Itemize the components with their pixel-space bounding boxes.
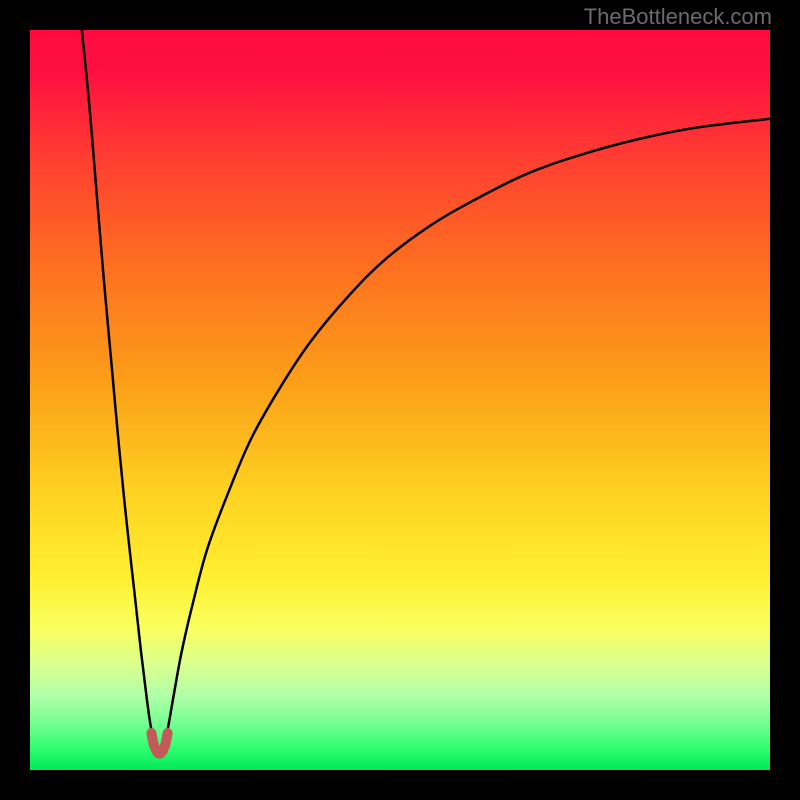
watermark-text: TheBottleneck.com <box>584 4 772 30</box>
dip-marker <box>151 733 167 754</box>
curve-layer <box>30 30 770 770</box>
chart-container: { "canvas": { "width": 800, "height": 80… <box>0 0 800 800</box>
plot-area <box>30 30 770 770</box>
bottleneck-curve <box>82 30 770 754</box>
